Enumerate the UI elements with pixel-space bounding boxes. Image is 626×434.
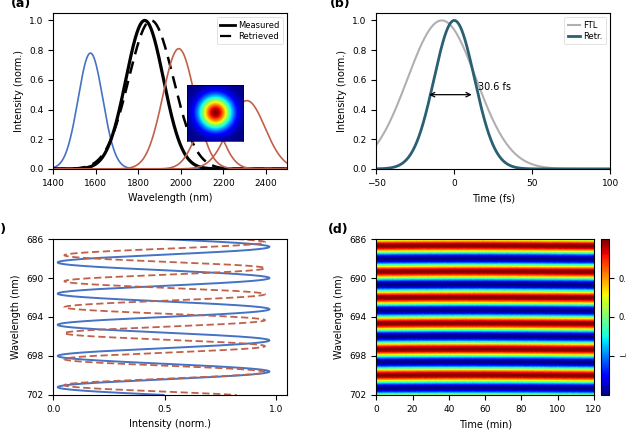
FTL xyxy=(516,155,523,160)
Retr. xyxy=(575,166,583,171)
Retr. xyxy=(451,18,458,23)
Line: FTL: FTL xyxy=(361,20,626,169)
Retr. xyxy=(555,166,562,171)
Y-axis label: Wavelength (nm): Wavelength (nm) xyxy=(334,275,344,359)
FTL xyxy=(555,166,562,171)
X-axis label: Intensity (norm.): Intensity (norm.) xyxy=(129,419,211,429)
Y-axis label: Wavelength (nm): Wavelength (nm) xyxy=(11,275,21,359)
Text: (b): (b) xyxy=(329,0,350,10)
Text: (a): (a) xyxy=(11,0,31,10)
Text: (d): (d) xyxy=(329,223,349,236)
Legend: Measured, Retrieved: Measured, Retrieved xyxy=(217,17,283,44)
Text: (c): (c) xyxy=(0,223,7,236)
Line: Retr.: Retr. xyxy=(361,20,626,169)
Retr. xyxy=(516,165,523,171)
Y-axis label: Intensity (norm.): Intensity (norm.) xyxy=(14,50,24,132)
FTL xyxy=(575,166,583,171)
Retr. xyxy=(530,166,537,171)
Retr. xyxy=(458,28,466,33)
FTL xyxy=(405,72,413,78)
X-axis label: Time (fs): Time (fs) xyxy=(472,193,515,203)
FTL xyxy=(438,18,446,23)
Legend: FTL, Retr.: FTL, Retr. xyxy=(564,17,606,44)
FTL xyxy=(530,162,537,167)
X-axis label: Wavelength (nm): Wavelength (nm) xyxy=(128,193,212,203)
FTL xyxy=(357,157,364,162)
FTL xyxy=(458,42,466,47)
FTL xyxy=(622,166,626,171)
Y-axis label: Intensity (norm.): Intensity (norm.) xyxy=(337,50,347,132)
X-axis label: Time (min): Time (min) xyxy=(459,419,511,429)
Text: 30.6 fs: 30.6 fs xyxy=(478,82,511,92)
Retr. xyxy=(405,154,413,159)
Retr. xyxy=(622,166,626,171)
Retr. xyxy=(357,166,364,171)
